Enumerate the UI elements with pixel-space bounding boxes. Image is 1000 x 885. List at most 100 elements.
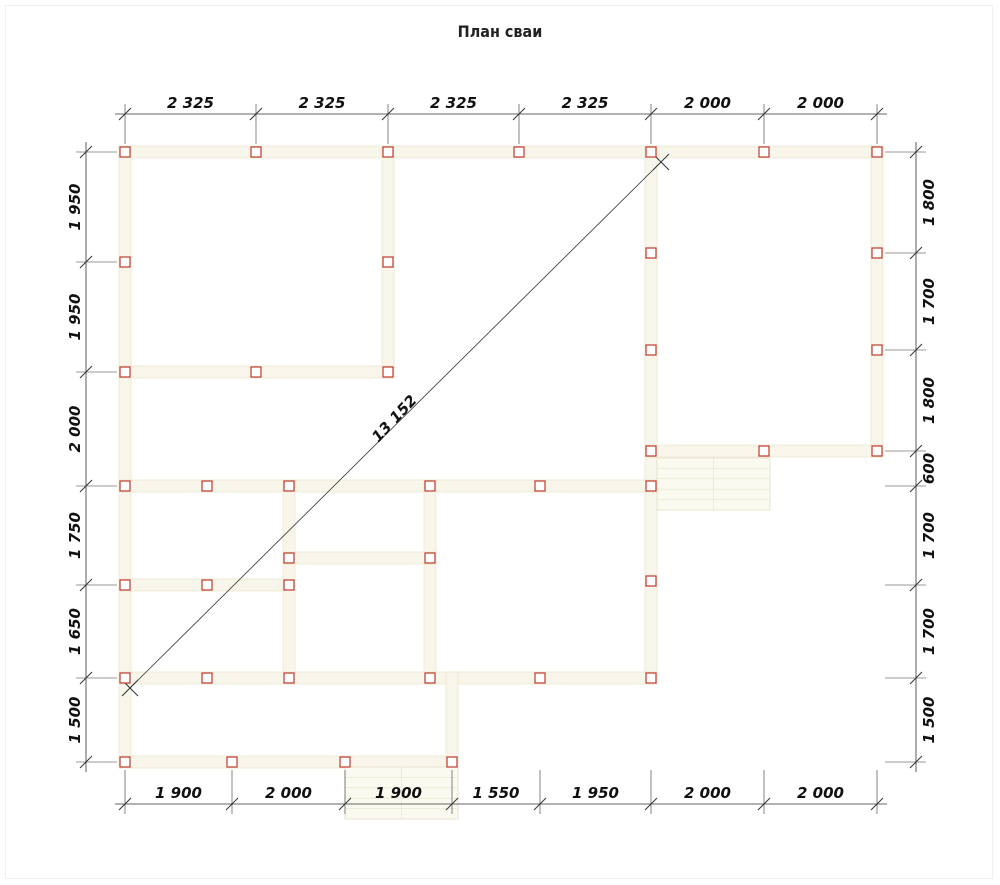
dim-label: 2 325 <box>430 94 477 112</box>
dim-label: 1 650 <box>66 608 84 655</box>
dim-label: 1 800 <box>920 179 938 226</box>
stair-block <box>656 457 771 511</box>
pile-marker <box>446 756 458 768</box>
dim-tick <box>533 797 547 811</box>
pile-marker <box>424 480 436 492</box>
pile-marker <box>513 146 525 158</box>
pile-marker <box>382 256 394 268</box>
dim-tick <box>909 246 923 260</box>
grade-beam <box>644 145 658 685</box>
pile-marker <box>250 366 262 378</box>
diagonal-label: 13 152 <box>368 391 420 445</box>
pile-marker <box>871 146 883 158</box>
pile-marker <box>758 146 770 158</box>
pile-marker <box>382 146 394 158</box>
grade-beam <box>423 479 437 685</box>
pile-marker <box>283 579 295 591</box>
pile-marker <box>119 756 131 768</box>
dim-tick <box>512 107 526 121</box>
dim-tick <box>909 671 923 685</box>
drawing-title: План сваи <box>457 22 543 41</box>
dim-tick <box>338 797 352 811</box>
pile-marker <box>201 579 213 591</box>
pile-marker <box>534 480 546 492</box>
pile-marker <box>119 256 131 268</box>
dim-label: 2 000 <box>265 784 312 802</box>
dim-tick <box>118 107 132 121</box>
dim-tick <box>79 755 93 769</box>
dim-tick <box>79 578 93 592</box>
left-dimensions: 1 950 1 950 2 000 1 750 1 650 1 500 <box>66 142 117 772</box>
right-dimensions: 1 800 1 700 1 800 600 1 700 1 700 1 500 <box>885 142 938 772</box>
diagonal-tick <box>121 679 139 697</box>
dim-label: 1 700 <box>920 278 938 325</box>
pile-marker <box>119 672 131 684</box>
dim-tick <box>79 145 93 159</box>
bottom-dimensions: 1 900 2 000 1 900 1 550 1 950 2 000 2 000 <box>115 770 887 814</box>
dim-tick <box>79 255 93 269</box>
piles <box>119 146 883 768</box>
grade-beam <box>282 551 437 565</box>
dim-tick <box>79 365 93 379</box>
dim-label: 1 550 <box>473 784 520 802</box>
diagonal-dimension: 13 152 <box>121 153 670 697</box>
grade-beam <box>445 671 459 769</box>
dim-tick <box>644 107 658 121</box>
dim-label: 1 950 <box>66 184 84 231</box>
dim-tick <box>79 671 93 685</box>
dim-label: 1 950 <box>572 784 619 802</box>
pile-marker <box>201 480 213 492</box>
grade-beam <box>118 479 658 493</box>
grade-beam <box>870 145 884 458</box>
dim-tick <box>644 797 658 811</box>
pile-marker <box>871 344 883 356</box>
dim-label: 1 750 <box>66 512 84 559</box>
dim-label: 2 000 <box>797 94 844 112</box>
dim-tick <box>249 107 263 121</box>
dim-tick <box>909 578 923 592</box>
dim-label: 2 325 <box>562 94 609 112</box>
dim-label: 1 950 <box>66 294 84 341</box>
drawing-frame <box>5 5 993 879</box>
dim-label: 2 325 <box>299 94 346 112</box>
pile-marker <box>424 672 436 684</box>
diagonal-tick <box>652 153 670 171</box>
dim-tick <box>909 444 923 458</box>
dim-label: 1 900 <box>375 784 422 802</box>
dim-label: 2 000 <box>66 406 84 453</box>
dim-label: 1 700 <box>920 608 938 655</box>
pile-marker <box>250 146 262 158</box>
dim-tick <box>870 797 884 811</box>
dim-label: 1 500 <box>920 697 938 744</box>
pile-marker <box>119 579 131 591</box>
pile-marker <box>645 672 657 684</box>
dim-tick <box>870 107 884 121</box>
dim-tick <box>79 479 93 493</box>
grade-beam <box>118 755 459 769</box>
pile-marker <box>645 480 657 492</box>
stairs <box>344 457 771 820</box>
pile-marker <box>871 247 883 259</box>
dim-tick <box>909 755 923 769</box>
grade-beam <box>118 671 658 685</box>
pile-marker <box>119 480 131 492</box>
dim-label: 2 325 <box>167 94 214 112</box>
dim-tick <box>757 797 771 811</box>
dim-label: 1 500 <box>66 697 84 744</box>
dim-tick <box>757 107 771 121</box>
pile-marker <box>871 445 883 457</box>
dim-label: 1 800 <box>920 377 938 424</box>
pile-marker <box>424 552 436 564</box>
pile-marker <box>283 552 295 564</box>
dim-label: 1 900 <box>155 784 202 802</box>
pile-marker <box>382 366 394 378</box>
top-dimensions: 2 325 2 325 2 325 2 325 2 000 2 000 <box>115 94 887 144</box>
pile-marker <box>758 445 770 457</box>
dim-tick <box>909 145 923 159</box>
grade-beams <box>118 145 884 769</box>
pile-marker <box>119 366 131 378</box>
dim-tick <box>445 797 459 811</box>
pile-marker <box>645 445 657 457</box>
pile-marker <box>119 146 131 158</box>
